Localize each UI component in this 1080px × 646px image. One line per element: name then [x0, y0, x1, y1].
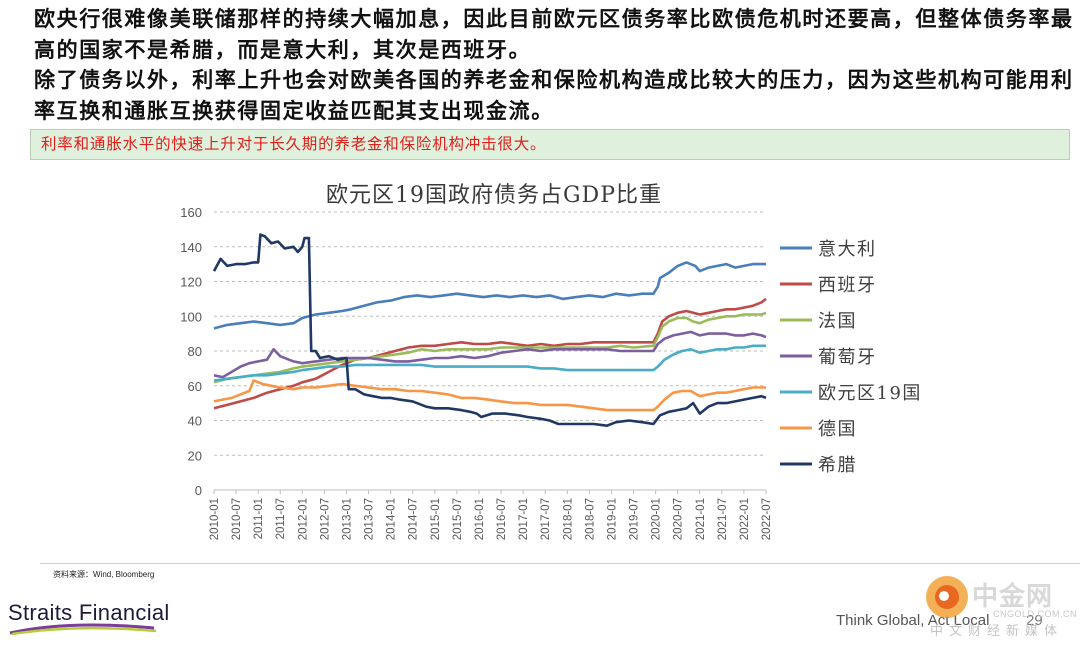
series-line [212, 233, 767, 427]
footer-divider [40, 563, 1080, 564]
x-tick-label: 2018-01 [562, 498, 574, 540]
x-tick-label: 2012-07 [319, 498, 331, 540]
series-line [213, 311, 767, 384]
legend-label: 德国 [818, 419, 857, 440]
watermark-logo-icon [926, 576, 968, 618]
x-tick-label: 2019-07 [629, 498, 641, 540]
x-tick-label: 2016-07 [496, 498, 508, 540]
intro-paragraph-1: 欧央行很难像美联储那样的持续大幅加息，因此目前欧元区债务率比欧债危机时还要高，但… [34, 6, 1074, 62]
x-tick-label: 2018-07 [584, 498, 596, 540]
page-number: 29 [1026, 612, 1043, 629]
debt-chart: 欧元区19国政府债务占GDP比重 0 20 40 60 80 100 120 140 160 20… [0, 160, 1080, 570]
x-tick-label: 2013-01 [341, 498, 353, 540]
y-tick-label: 0 [195, 483, 202, 498]
x-tick-label: 2021-07 [717, 498, 729, 540]
company-logo-text: Straits Financial [8, 600, 170, 625]
x-tick-label: 2015-07 [452, 498, 464, 540]
x-tick-label: 2010-07 [231, 498, 243, 540]
company-logo-swoosh-icon [9, 623, 157, 636]
x-tick-label: 2017-07 [540, 498, 552, 540]
highlight-box: 利率和通胀水平的快速上升对于长久期的养老金和保险机构冲击很大。 [30, 129, 1070, 160]
y-tick-label: 60 [188, 379, 202, 394]
legend-label: 法国 [818, 311, 857, 332]
chart-title: 欧元区19国政府债务占GDP比重 [325, 183, 662, 208]
series-line [213, 297, 767, 410]
x-tick-label: 2010-01 [209, 498, 221, 540]
watermark-domain: CNGOLD.COM.CN [993, 609, 1078, 619]
series-line [213, 261, 766, 330]
x-tick-label: 2017-01 [518, 498, 530, 540]
intro-text: 欧央行很难像美联储那样的持续大幅加息，因此目前欧元区债务率比欧债危机时还要高，但… [34, 4, 1074, 126]
series-line [213, 379, 766, 412]
series-line [213, 344, 766, 382]
x-tick-label: 2016-01 [474, 498, 486, 540]
x-tick-label: 2019-01 [606, 498, 618, 540]
intro-paragraph-2: 除了债务以外，利率上升也会对欧美各国的养老金和保险机构造成比较大的压力，因为这些… [34, 67, 1074, 123]
x-tick-label: 2020-07 [673, 498, 685, 540]
y-tick-label: 20 [188, 448, 202, 463]
legend-label: 西班牙 [818, 275, 877, 296]
x-tick-label: 2011-01 [253, 498, 265, 539]
watermark-tagline: 中文财经新媒体 [930, 624, 1064, 639]
legend-label: 希腊 [818, 455, 857, 476]
chart-plot-area: 0 20 40 60 80 100 120 140 160 2010-01 2010-07 2011-… [180, 205, 922, 540]
x-tick-label: 2015-01 [430, 498, 442, 540]
x-tick-label: 2014-07 [408, 498, 420, 540]
watermark-name: 中金网 [972, 582, 1054, 612]
x-tick-label: 2012-01 [297, 498, 309, 540]
series-line [213, 330, 767, 379]
x-tick-label: 2013-07 [364, 498, 376, 540]
x-tick-label: 2021-01 [695, 498, 707, 540]
y-tick-label: 100 [180, 309, 202, 324]
x-tick-label: 2022-07 [761, 498, 773, 540]
legend-label: 欧元区19国 [818, 383, 922, 404]
x-tick-label: 2014-01 [386, 498, 398, 540]
y-tick-label: 40 [188, 414, 202, 429]
x-tick-label: 2011-07 [275, 498, 287, 539]
y-tick-label: 80 [188, 344, 202, 359]
x-tick-label: 2022-01 [739, 498, 751, 540]
y-tick-label: 140 [180, 240, 202, 255]
source-note: 资料来源：Wind, Bloomberg [53, 570, 155, 579]
y-tick-label: 160 [180, 205, 202, 220]
x-tick-label: 2020-01 [651, 498, 663, 540]
legend-label: 葡萄牙 [818, 347, 877, 368]
legend-label: 意大利 [818, 239, 877, 260]
y-tick-label: 120 [180, 275, 202, 290]
